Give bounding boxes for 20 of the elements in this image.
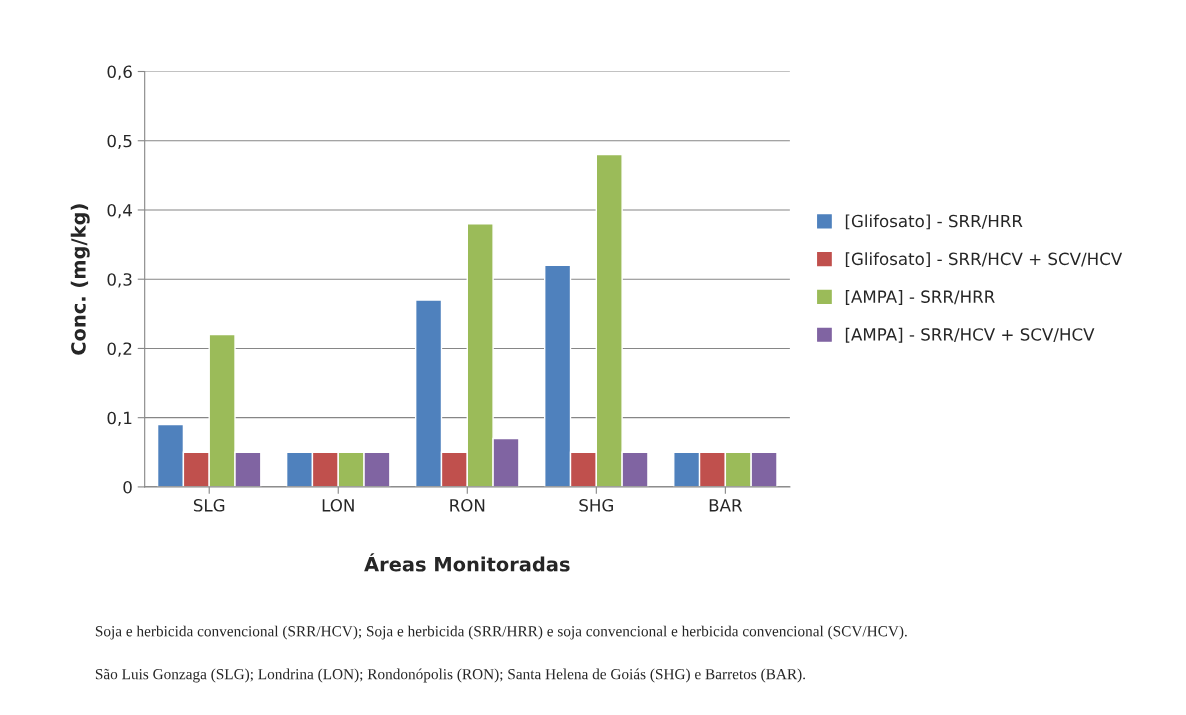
legend-label: [Glifosato] - SRR/HCV + SCV/HCV (845, 252, 1123, 268)
text: São Luis Gonzaga (SLG); Londrina (LON); Rondonópolis (RON); Santa Helena de Goiás (SHG) e Barretos (BAR). (95, 668, 805, 683)
text: Soja e herbicida convencional (SRR/HCV); Soja e herbicida (SRR/HRR) e soja convencional e herbicida convencional (SCV/HCV). (95, 625, 907, 640)
legend-label: [AMPA] - SRR/HCV + SCV/HCV (845, 327, 1095, 343)
x-tick-label: SLG (193, 499, 225, 512)
y-tick-label: 0,4 (107, 203, 132, 219)
y-axis-title: Conc. (mg/kg) (70, 204, 90, 355)
x-tick-label: SHG (579, 499, 613, 512)
y-tick-label: 0,5 (107, 134, 132, 150)
x-axis-title: Áreas Monitoradas (364, 553, 570, 572)
x-tick-label: RON (450, 499, 485, 512)
legend-label: [Glifosato] - SRR/HRR (845, 214, 1023, 230)
legend-label: [AMPA] - SRR/HRR (845, 290, 995, 305)
x-tick-label: LON (322, 499, 354, 512)
y-tick-label: 0,2 (107, 342, 132, 357)
y-tick-label: 0,1 (107, 411, 132, 426)
y-tick-label: 0,3 (107, 273, 132, 288)
y-tick-label: 0,6 (107, 65, 132, 80)
y-tick-label: 0 (123, 480, 132, 494)
x-tick-label: BAR (709, 499, 743, 512)
